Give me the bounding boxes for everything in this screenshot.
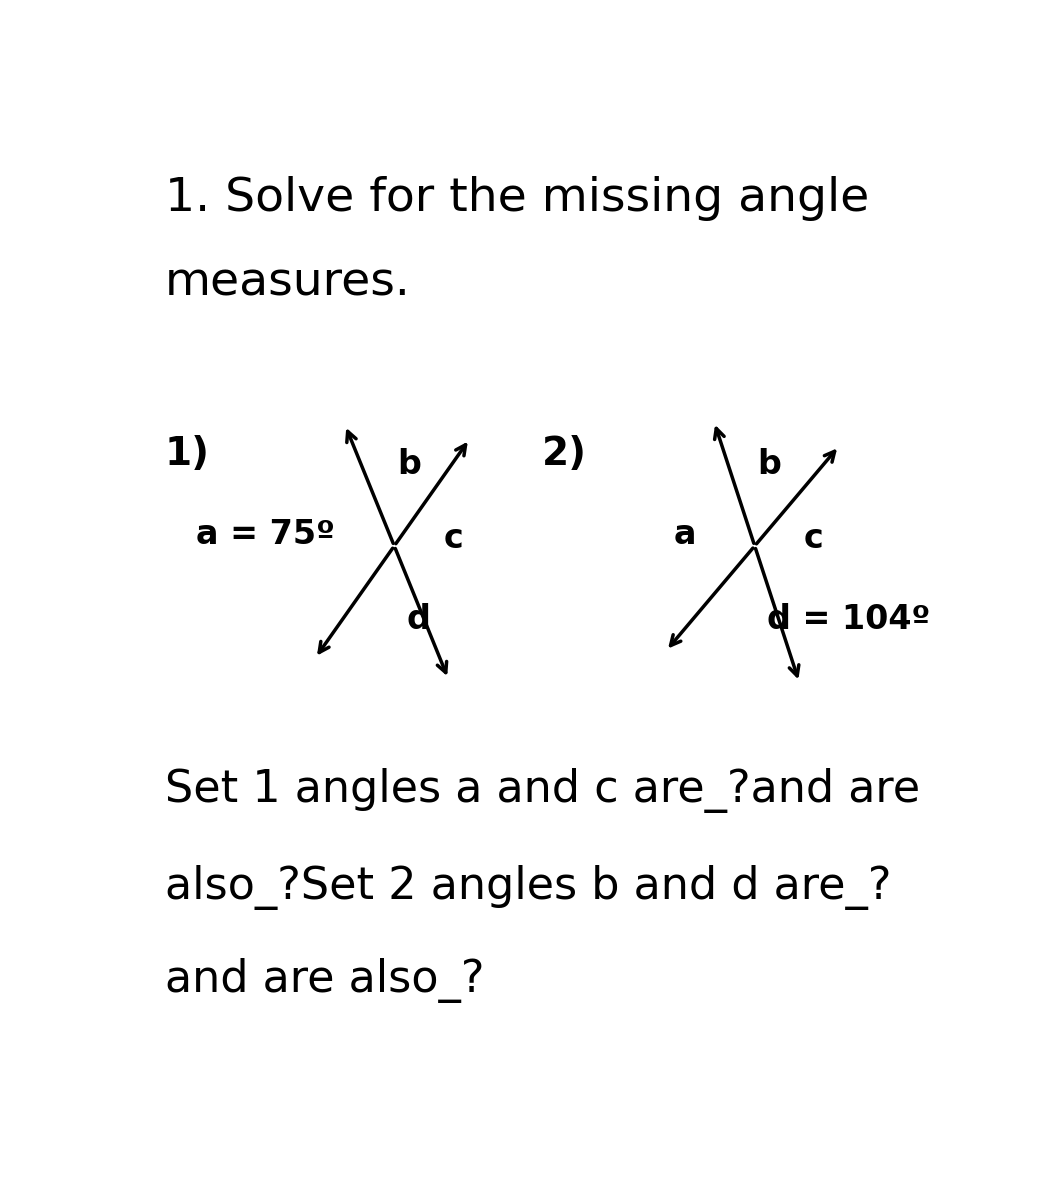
Text: also_?​Set 2 angles b and d are_?: also_?​Set 2 angles b and d are_? [165,865,891,911]
Text: d: d [407,604,430,636]
Text: c: c [444,522,463,556]
Text: b: b [397,448,421,481]
Text: b: b [758,448,781,481]
Text: Set 1 angles a and c are_?​and are: Set 1 angles a and c are_?​and are [165,768,920,814]
Text: and are also_?: and are also_? [165,958,484,1003]
Text: 2): 2) [542,434,587,473]
Text: c: c [804,522,823,556]
Text: a = 75º: a = 75º [197,518,335,551]
Text: a: a [673,518,696,551]
Text: d = 104º: d = 104º [767,604,930,636]
Text: 1. Solve for the missing angle: 1. Solve for the missing angle [165,176,869,221]
Text: measures.: measures. [165,259,411,305]
Text: 1): 1) [165,434,210,473]
